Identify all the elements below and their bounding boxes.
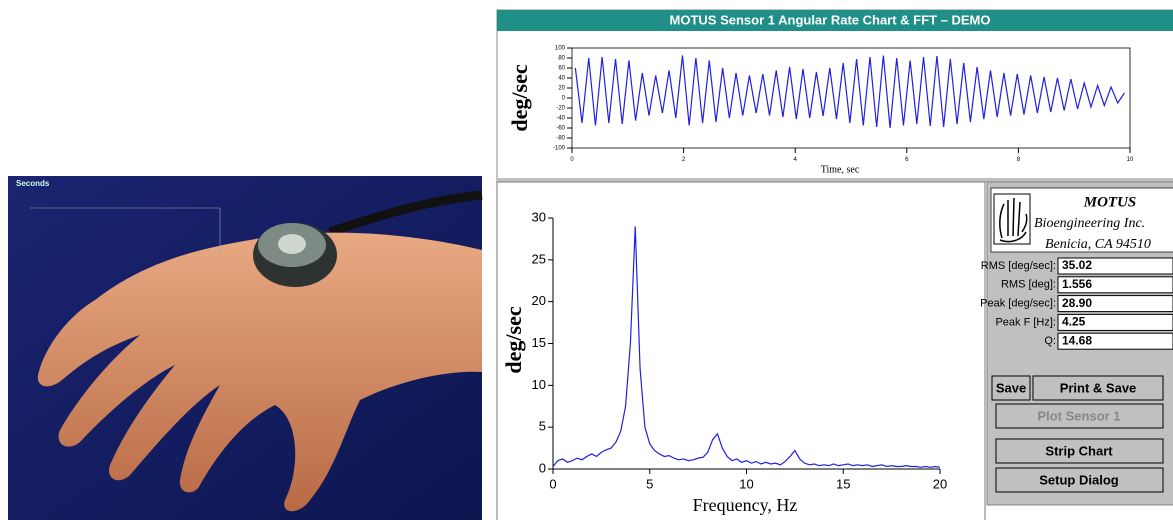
y-tick-label: 5	[539, 419, 546, 434]
field-label: Peak F [Hz]:	[995, 316, 1056, 328]
field-box	[1057, 332, 1173, 350]
button[interactable]: Print & Save	[1032, 375, 1164, 401]
photo-label: Seconds	[16, 179, 50, 188]
photo: Seconds	[8, 176, 483, 520]
data-line	[552, 226, 941, 468]
button[interactable]: Save	[991, 375, 1031, 401]
hand	[37, 232, 482, 512]
y-tick-label: -60	[556, 126, 565, 132]
field-box	[1057, 295, 1173, 313]
y-axis-label: deg/sec	[501, 306, 526, 373]
x-tick-label: 10	[1127, 157, 1134, 163]
data-line	[574, 55, 1125, 129]
field-value: 35.02	[1062, 258, 1092, 272]
field-value: 14.68	[1062, 333, 1092, 347]
y-tick-label: 20	[532, 293, 546, 308]
button-label[interactable]: Save	[996, 380, 1026, 395]
button-face[interactable]	[995, 467, 1164, 493]
x-tick-label: 10	[739, 477, 753, 492]
y-tick-label: 0	[562, 96, 566, 102]
fft-pane	[496, 181, 986, 520]
field-box	[1057, 257, 1173, 275]
field-value: 28.90	[1062, 296, 1092, 310]
button-face[interactable]	[1032, 375, 1164, 401]
button-label: Plot Sensor 1	[1037, 408, 1120, 423]
y-tick-label: 25	[532, 251, 546, 266]
button-face[interactable]	[991, 375, 1031, 401]
sensor-cable	[328, 190, 483, 237]
y-tick-label: 80	[558, 56, 565, 62]
button: Plot Sensor 1	[995, 403, 1164, 429]
button-face	[995, 403, 1164, 429]
x-axis-label: Time, sec	[821, 164, 860, 175]
company-name: MOTUS	[1083, 194, 1137, 210]
button[interactable]: Setup Dialog	[995, 467, 1164, 493]
field-value: 4.25	[1062, 315, 1086, 329]
field-box	[1057, 276, 1173, 294]
x-axis-label: Frequency, Hz	[693, 495, 798, 515]
field-label: RMS [deg]:	[1001, 279, 1056, 291]
button[interactable]: Strip Chart	[995, 438, 1164, 464]
y-tick-label: 30	[532, 209, 546, 224]
y-tick-label: -20	[556, 106, 565, 112]
x-tick-label: 0	[549, 477, 556, 492]
field-value: 1.556	[1062, 277, 1092, 291]
y-tick-label: -40	[556, 116, 565, 122]
y-tick-label: 20	[558, 86, 565, 92]
x-tick-label: 6	[905, 157, 909, 163]
separator	[497, 178, 1173, 182]
x-tick-label: 0	[570, 157, 574, 163]
y-tick-label: 40	[558, 76, 565, 82]
company-line: Benicia, CA 94510	[1045, 237, 1151, 252]
x-tick-label: 4	[794, 157, 798, 163]
title-bar	[497, 10, 1173, 31]
company-line: Bioengineering Inc.	[1034, 216, 1145, 231]
button-label[interactable]: Setup Dialog	[1039, 472, 1119, 487]
fields: RMS [deg/sec]: 35.02 RMS [deg]: 1.556 Peak […	[980, 257, 1173, 350]
button-label[interactable]: Strip Chart	[1045, 443, 1113, 458]
logo-hand	[999, 197, 1028, 243]
field-box	[1057, 313, 1173, 331]
control-panel: MOTUS Bioengineering Inc. Benicia, CA 94…	[980, 181, 1173, 506]
field-label: Peak [deg/sec]:	[980, 298, 1056, 310]
x-tick-label: 5	[646, 477, 653, 492]
y-tick-label: -100	[553, 146, 566, 152]
x-tick-label: 20	[933, 477, 947, 492]
y-tick-label: 60	[558, 66, 565, 72]
y-axis-label: deg/sec	[507, 64, 532, 131]
button-label[interactable]: Print & Save	[1060, 380, 1137, 395]
field-label: RMS [deg/sec]:	[981, 260, 1056, 272]
button-face[interactable]	[995, 438, 1164, 464]
y-tick-label: 100	[555, 46, 566, 52]
window-title: MOTUS Sensor 1 Angular Rate Chart & FFT …	[670, 12, 991, 27]
y-tick-label: 15	[532, 335, 546, 350]
y-tick-label: 10	[532, 377, 546, 392]
x-tick-label: 15	[836, 477, 850, 492]
y-tick-label: 0	[539, 460, 546, 475]
x-tick-label: 8	[1017, 157, 1021, 163]
sensor-label	[278, 234, 306, 254]
x-tick-label: 2	[682, 157, 686, 163]
y-tick-label: -80	[556, 136, 565, 142]
field-label: Q:	[1044, 335, 1056, 347]
